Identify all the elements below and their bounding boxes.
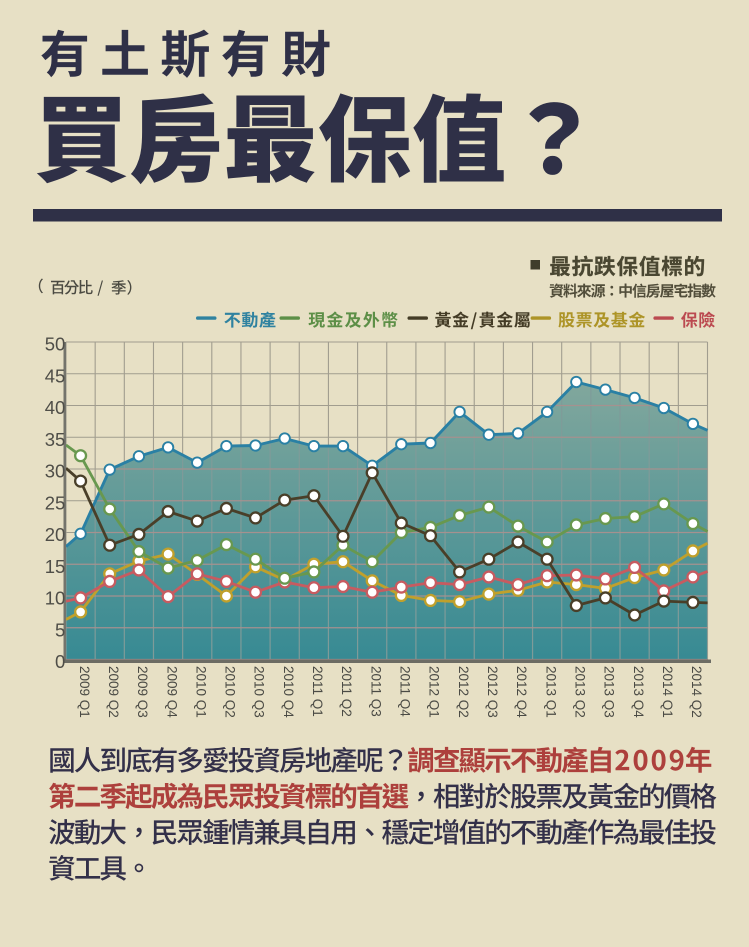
svg-text:2010 Q1: 2010 Q1 bbox=[193, 666, 208, 718]
svg-text:2012 Q4: 2012 Q4 bbox=[514, 666, 529, 718]
svg-text:2014 Q1: 2014 Q1 bbox=[660, 666, 675, 718]
svg-text:2009 Q2: 2009 Q2 bbox=[106, 666, 121, 718]
svg-text:2013 Q3: 2013 Q3 bbox=[602, 666, 617, 718]
svg-text:45: 45 bbox=[45, 365, 66, 386]
svg-text:50: 50 bbox=[45, 334, 66, 355]
svg-text:2009 Q4: 2009 Q4 bbox=[164, 666, 179, 718]
svg-text:2011 Q4: 2011 Q4 bbox=[398, 666, 413, 717]
svg-text:5: 5 bbox=[55, 619, 65, 640]
svg-text:20: 20 bbox=[45, 524, 66, 545]
svg-text:2011 Q3: 2011 Q3 bbox=[368, 666, 383, 717]
svg-text:35: 35 bbox=[45, 429, 66, 450]
svg-text:2010 Q2: 2010 Q2 bbox=[223, 666, 238, 718]
svg-text:2010 Q4: 2010 Q4 bbox=[281, 666, 296, 718]
svg-text:2013 Q4: 2013 Q4 bbox=[631, 666, 646, 718]
svg-text:2013 Q2: 2013 Q2 bbox=[573, 666, 588, 718]
svg-text:2010 Q3: 2010 Q3 bbox=[252, 666, 267, 718]
svg-text:2011 Q1: 2011 Q1 bbox=[310, 666, 325, 717]
svg-text:2013 Q1: 2013 Q1 bbox=[543, 666, 558, 718]
svg-text:2012 Q3: 2012 Q3 bbox=[485, 666, 500, 718]
svg-text:25: 25 bbox=[45, 492, 66, 513]
svg-text:2014 Q2: 2014 Q2 bbox=[689, 666, 704, 718]
svg-text:40: 40 bbox=[45, 397, 66, 418]
svg-text:10: 10 bbox=[45, 588, 66, 609]
svg-text:2012 Q1: 2012 Q1 bbox=[427, 666, 442, 718]
svg-text:2012 Q2: 2012 Q2 bbox=[456, 666, 471, 718]
svg-text:30: 30 bbox=[45, 461, 66, 482]
svg-text:2009 Q1: 2009 Q1 bbox=[77, 666, 92, 718]
svg-text:0: 0 bbox=[55, 651, 65, 672]
svg-text:15: 15 bbox=[45, 556, 66, 577]
svg-text:2009 Q3: 2009 Q3 bbox=[135, 666, 150, 718]
svg-text:2011 Q2: 2011 Q2 bbox=[339, 666, 354, 717]
